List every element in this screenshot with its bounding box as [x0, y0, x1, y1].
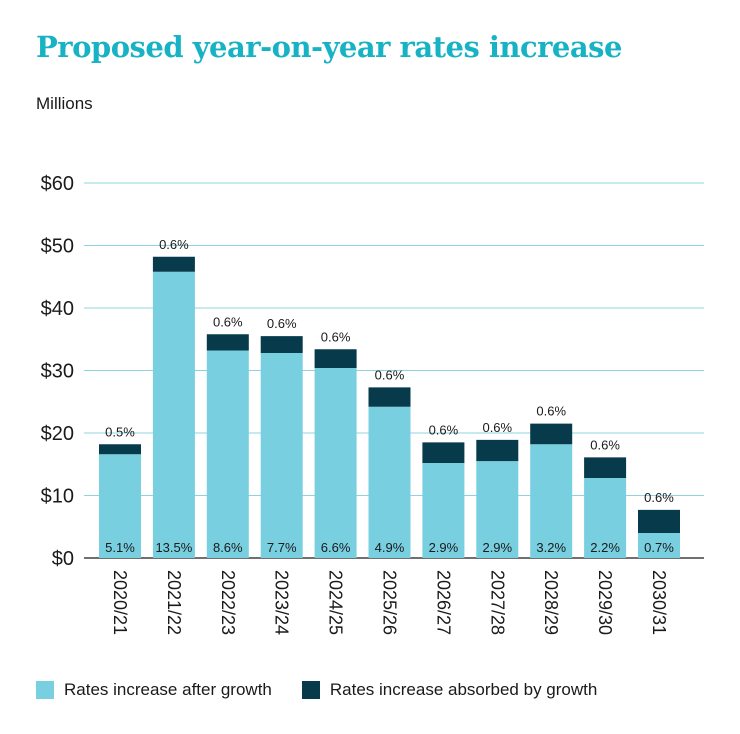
x-tick-label: 2028/29	[541, 570, 561, 635]
bar-after-growth	[584, 478, 627, 558]
bar-absorbed	[476, 439, 519, 462]
y-axis-ticks: $0 $10 $20 $30 $40 $50 $60	[41, 173, 74, 570]
y-tick-label: $0	[52, 548, 74, 570]
data-label-absorbed: 0.6%	[644, 490, 674, 505]
data-label-absorbed: 0.6%	[213, 314, 243, 329]
bar-after-growth	[368, 406, 411, 558]
bar-absorbed	[584, 457, 627, 478]
bar-absorbed	[422, 442, 465, 463]
data-label-absorbed: 0.5%	[105, 424, 135, 439]
bar-after-growth	[530, 444, 573, 558]
bar-after-growth	[638, 533, 680, 558]
y-tick-label: $50	[41, 236, 74, 258]
data-label-absorbed: 0.6%	[536, 404, 566, 419]
data-label-after-growth: 3.2%	[536, 540, 566, 555]
x-tick-label: 2023/24	[272, 570, 292, 635]
bar-after-growth	[99, 454, 141, 558]
data-label-absorbed: 0.6%	[429, 422, 459, 437]
data-label-after-growth: 2.2%	[590, 540, 620, 555]
bar-absorbed	[530, 423, 573, 445]
legend-swatch-after-growth	[36, 681, 54, 699]
chart-title: Proposed year-on-year rates increase	[36, 30, 622, 64]
data-label-after-growth: 5.1%	[105, 540, 135, 555]
y-unit-label: Millions	[36, 94, 93, 113]
y-tick-label: $30	[41, 361, 74, 383]
bar-after-growth	[476, 461, 519, 558]
data-label-absorbed: 0.6%	[590, 437, 620, 452]
x-axis-ticks: 2020/21 2021/22 2022/23 2023/24 2024/25 2025/…	[110, 570, 669, 635]
data-label-after-growth: 7.7%	[267, 540, 297, 555]
bar-after-growth	[422, 463, 465, 558]
x-tick-label: 2025/26	[380, 570, 400, 635]
bar-after-growth	[152, 271, 195, 558]
bar-after-growth	[206, 350, 249, 558]
y-tick-label: $60	[41, 173, 74, 195]
legend: Rates increase after growth Rates increa…	[36, 680, 627, 700]
x-tick-label: 2024/25	[326, 570, 346, 635]
legend-item-after-growth: Rates increase after growth	[36, 680, 272, 700]
bar-absorbed	[260, 336, 303, 353]
legend-item-absorbed: Rates increase absorbed by growth	[301, 680, 598, 700]
y-tick-label: $20	[41, 423, 74, 445]
x-tick-label: 2022/23	[218, 570, 238, 635]
legend-label-absorbed: Rates increase absorbed by growth	[329, 680, 598, 699]
y-tick-label: $40	[41, 298, 74, 320]
data-label-after-growth: 0.7%	[644, 540, 674, 555]
x-tick-label: 2026/27	[433, 570, 453, 635]
bar-absorbed	[152, 256, 195, 272]
data-label-after-growth: 2.9%	[482, 540, 512, 555]
data-label-after-growth: 8.6%	[213, 540, 243, 555]
legend-swatch-absorbed	[301, 681, 320, 699]
x-tick-label: 2027/28	[487, 570, 507, 635]
data-label-after-growth: 6.6%	[321, 540, 351, 555]
legend-label-after-growth: Rates increase after growth	[64, 680, 272, 699]
bar-after-growth	[314, 368, 357, 558]
bar-absorbed	[314, 349, 357, 368]
data-label-absorbed: 0.6%	[321, 329, 351, 344]
data-label-absorbed: 0.6%	[482, 420, 512, 435]
data-label-absorbed: 0.6%	[375, 367, 405, 382]
bars: 5.1% 0.5% 13.5% 0.6% 8.6% 0.6% 7.7% 0.6% 6.6% 0.6…	[99, 237, 680, 558]
data-label-after-growth: 2.9%	[429, 540, 459, 555]
data-label-absorbed: 0.6%	[159, 237, 189, 252]
bar-absorbed	[99, 444, 141, 455]
y-tick-label: $10	[41, 486, 74, 508]
bar-absorbed	[638, 509, 680, 533]
data-label-absorbed: 0.6%	[267, 316, 297, 331]
x-tick-label: 2021/22	[164, 570, 184, 635]
bar-after-growth	[260, 353, 303, 558]
data-label-after-growth: 4.9%	[375, 540, 405, 555]
data-label-after-growth: 13.5%	[155, 540, 192, 555]
bar-absorbed	[206, 334, 249, 351]
x-tick-label: 2020/21	[110, 570, 130, 635]
bar-absorbed	[368, 387, 411, 407]
x-tick-label: 2029/30	[595, 570, 615, 635]
x-tick-label: 2030/31	[649, 570, 669, 635]
